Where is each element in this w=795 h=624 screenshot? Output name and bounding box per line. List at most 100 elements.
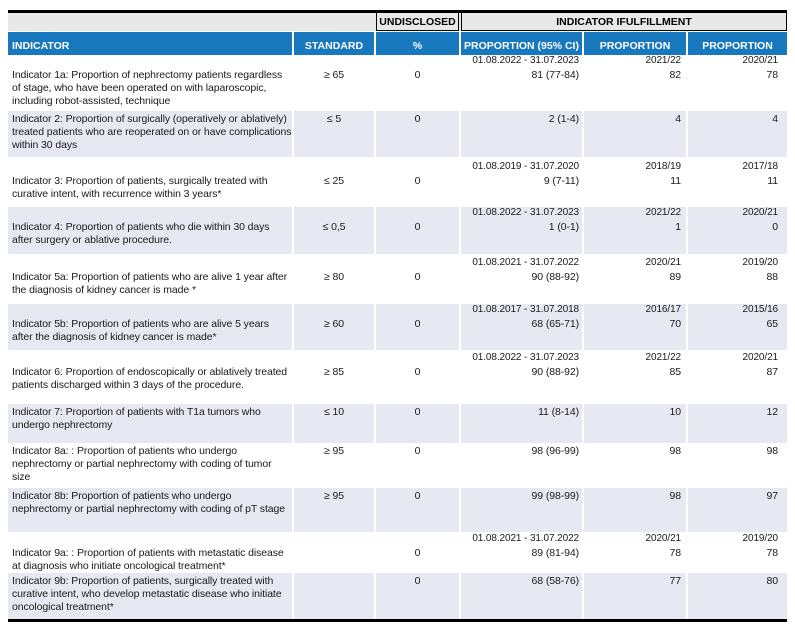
empty-cell xyxy=(376,207,459,219)
table-row: 01.08.2022 - 31.07.2023 2021/22 2020/21 Ind… xyxy=(8,352,787,402)
proportion-ci-cell: 90 (88-92) xyxy=(531,271,580,283)
indicator-cell: Indicator 7: Proportion of patients with… xyxy=(8,404,292,443)
indicator-cell: Indicator 9a: : Proportion of patients w… xyxy=(12,547,284,572)
year-cell: 2020/21 xyxy=(645,533,682,544)
indicator-cell: Indicator 2: Proportion of surgically (o… xyxy=(8,111,292,157)
indicator-cell: Indicator 1a: Proportion of nephrectomy … xyxy=(12,69,283,107)
proportion-prev-cell: 98 xyxy=(584,488,686,532)
table-row: Indicator 8b: Proportion of patients who… xyxy=(8,488,787,532)
proportion-prev-cell: 77 xyxy=(584,573,686,619)
undisclosed-percent-cell: 0 xyxy=(414,69,421,81)
standard-cell: ≥ 60 xyxy=(294,316,374,350)
empty-cell xyxy=(8,533,292,545)
empty-cell xyxy=(8,257,292,269)
year-cell: 2020/21 xyxy=(688,207,787,219)
standard-cell xyxy=(294,545,374,573)
table-row: Indicator 7: Proportion of patients with… xyxy=(8,404,787,443)
table-row: 01.08.2022 - 31.07.2023 2021/22 2020/21 Ind… xyxy=(8,55,787,111)
period-cell: 01.08.2022 - 31.07.2023 xyxy=(461,207,582,219)
indicator-cell: Indicator 5b: Proportion of patients who… xyxy=(8,316,292,350)
column-header-percent: % xyxy=(376,32,459,55)
group-header-band: UNDISCLOSED INDICATOR IFULFILLMENT xyxy=(8,13,787,31)
indicator-cell: Indicator 5a: Proportion of patients who… xyxy=(12,271,288,296)
year-cell: 2019/20 xyxy=(742,533,779,544)
table-row: 01.08.2021 - 31.07.2022 2020/21 2019/20 Ind… xyxy=(8,257,787,302)
column-header-proportion-1: PROPORTION xyxy=(584,32,686,55)
standard-cell: ≤ 0,5 xyxy=(294,219,374,254)
proportion-prev2-cell: 11 xyxy=(767,175,778,187)
proportion-ci-cell: 68 (65-71) xyxy=(461,316,582,350)
indicator-cell: Indicator 6: Proportion of endoscopicall… xyxy=(12,366,288,391)
empty-cell xyxy=(376,304,459,316)
standard-cell: ≤ 5 xyxy=(294,111,374,157)
proportion-prev2-cell: 80 xyxy=(688,573,787,619)
table-row: Indicator 9b: Proportion of patients, su… xyxy=(8,573,787,619)
proportion-ci-cell: 89 (81-94) xyxy=(531,547,580,559)
main-row: Indicator 5b: Proportion of patients who… xyxy=(8,316,787,350)
main-row: Indicator 4: Proportion of patients who … xyxy=(8,219,787,254)
proportion-prev-cell: 1 xyxy=(584,219,686,254)
table-row: Indicator 8a: : Proportion of patients w… xyxy=(8,443,787,488)
empty-cell xyxy=(294,55,374,67)
proportion-prev-cell: 10 xyxy=(584,404,686,443)
proportion-ci-cell: 2 (1-4) xyxy=(461,111,582,157)
proportion-ci-cell: 68 (58-76) xyxy=(461,573,582,619)
proportion-prev-cell: 85 xyxy=(669,366,682,378)
indicator-cell: Indicator 9b: Proportion of patients, su… xyxy=(8,573,292,619)
period-subrow: 01.08.2017 - 31.07.2018 2016/17 2015/16 xyxy=(8,304,787,316)
column-header-row: INDICATOR STANDARD % PROPORTION (95% CI)… xyxy=(8,32,787,55)
proportion-prev2-cell: 4 xyxy=(688,111,787,157)
standard-cell xyxy=(294,573,374,619)
table-row: 01.08.2022 - 31.07.2023 2021/22 2020/21 Ind… xyxy=(8,207,787,254)
year-cell: 2021/22 xyxy=(645,55,682,66)
standard-cell: ≤ 25 xyxy=(324,175,344,187)
empty-cell xyxy=(376,533,459,545)
period-subrow: 01.08.2022 - 31.07.2023 2021/22 2020/21 xyxy=(8,207,787,219)
proportion-prev2-cell: 65 xyxy=(688,316,787,350)
proportion-prev-cell: 98 xyxy=(669,445,682,457)
proportion-prev-cell: 4 xyxy=(584,111,686,157)
period-cell: 01.08.2021 - 31.07.2022 xyxy=(472,533,579,544)
empty-cell xyxy=(376,257,459,269)
standard-cell: ≥ 80 xyxy=(324,271,344,283)
standard-cell: ≤ 10 xyxy=(294,404,374,443)
table-row: 01.08.2017 - 31.07.2018 2016/17 2015/16 Ind… xyxy=(8,304,787,350)
main-row: Indicator 7: Proportion of patients with… xyxy=(8,404,787,443)
period-subrow: 01.08.2022 - 31.07.2023 2021/22 2020/21 xyxy=(8,55,787,67)
empty-cell xyxy=(8,304,292,316)
bottom-rule xyxy=(8,619,787,622)
empty-cell xyxy=(294,304,374,316)
undisclosed-percent-cell: 0 xyxy=(376,111,459,157)
proportion-ci-cell: 9 (7-11) xyxy=(543,175,579,187)
column-header-standard: STANDARD xyxy=(294,32,374,55)
empty-cell xyxy=(294,352,374,364)
empty-cell xyxy=(294,161,374,173)
main-row: Indicator 8a: : Proportion of patients w… xyxy=(8,443,787,488)
empty-cell xyxy=(8,55,292,67)
year-cell: 2018/19 xyxy=(645,161,682,172)
undisclosed-percent-cell: 0 xyxy=(414,271,421,283)
undisclosed-percent-cell: 0 xyxy=(376,573,459,619)
indicator-cell: Indicator 8a: : Proportion of patients w… xyxy=(12,445,272,483)
standard-cell: ≥ 85 xyxy=(324,366,344,378)
proportion-prev-cell: 89 xyxy=(669,271,682,283)
table-row: 01.08.2019 - 31.07.2020 2018/19 2017/18 Ind… xyxy=(8,161,787,207)
proportion-prev-cell: 11 xyxy=(670,175,681,187)
year-cell: 2015/16 xyxy=(688,304,787,316)
period-subrow: 01.08.2022 - 31.07.2023 2021/22 2020/21 xyxy=(8,352,787,364)
undisclosed-percent-cell: 0 xyxy=(376,404,459,443)
main-row: Indicator 6: Proportion of endoscopicall… xyxy=(8,364,787,402)
main-row: Indicator 9a: : Proportion of patients w… xyxy=(8,545,787,573)
year-cell: 2021/22 xyxy=(584,207,686,219)
main-row: Indicator 2: Proportion of surgically (o… xyxy=(8,111,787,157)
indicator-table: UNDISCLOSED INDICATOR IFULFILLMENT INDIC… xyxy=(8,10,787,622)
period-subrow: 01.08.2021 - 31.07.2022 2020/21 2019/20 xyxy=(8,533,787,545)
proportion-prev-cell: 70 xyxy=(584,316,686,350)
empty-cell xyxy=(376,352,459,364)
main-row: Indicator 9b: Proportion of patients, su… xyxy=(8,573,787,619)
table-row: Indicator 2: Proportion of surgically (o… xyxy=(8,111,787,157)
undisclosed-percent-cell: 0 xyxy=(414,547,421,559)
empty-cell xyxy=(376,55,459,67)
empty-cell xyxy=(294,257,374,269)
